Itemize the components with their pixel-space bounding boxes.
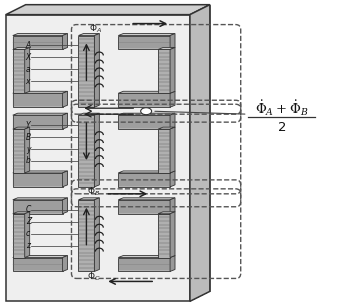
Polygon shape	[25, 127, 30, 173]
Polygon shape	[118, 255, 175, 258]
Ellipse shape	[141, 108, 152, 115]
Polygon shape	[78, 200, 94, 271]
Text: y: y	[26, 145, 30, 154]
Polygon shape	[13, 36, 62, 49]
Polygon shape	[118, 33, 175, 36]
Polygon shape	[158, 212, 175, 214]
Polygon shape	[78, 36, 94, 107]
Polygon shape	[118, 171, 175, 173]
Text: $\Phi_C$: $\Phi_C$	[87, 270, 101, 283]
Polygon shape	[13, 129, 25, 173]
Polygon shape	[18, 9, 202, 295]
Text: x: x	[26, 77, 30, 86]
Polygon shape	[158, 49, 170, 93]
Polygon shape	[158, 214, 170, 258]
Text: z: z	[26, 241, 30, 250]
Polygon shape	[13, 171, 67, 173]
Polygon shape	[118, 91, 175, 93]
Polygon shape	[13, 200, 62, 214]
Polygon shape	[170, 33, 175, 49]
Polygon shape	[158, 127, 175, 129]
Polygon shape	[118, 113, 175, 115]
Polygon shape	[170, 255, 175, 271]
Polygon shape	[170, 212, 175, 258]
Polygon shape	[62, 91, 67, 107]
Polygon shape	[94, 113, 99, 187]
Polygon shape	[13, 48, 30, 49]
Polygon shape	[78, 115, 94, 187]
Polygon shape	[94, 198, 99, 271]
Polygon shape	[170, 127, 175, 173]
Polygon shape	[6, 5, 210, 15]
Polygon shape	[170, 198, 175, 214]
Polygon shape	[78, 113, 99, 115]
Text: A: A	[26, 41, 31, 50]
Polygon shape	[158, 129, 170, 173]
Polygon shape	[13, 91, 67, 93]
Polygon shape	[13, 127, 30, 129]
Polygon shape	[170, 113, 175, 129]
Polygon shape	[13, 33, 67, 36]
Polygon shape	[13, 258, 62, 271]
Polygon shape	[13, 93, 62, 107]
Polygon shape	[170, 171, 175, 187]
Polygon shape	[118, 200, 170, 214]
Text: X: X	[26, 53, 31, 62]
Polygon shape	[170, 91, 175, 107]
Polygon shape	[118, 115, 170, 129]
Text: $\Phi_B$: $\Phi_B$	[87, 186, 100, 198]
Text: Y: Y	[26, 121, 30, 130]
Polygon shape	[6, 15, 190, 301]
Polygon shape	[78, 198, 99, 200]
Polygon shape	[62, 255, 67, 271]
Polygon shape	[13, 173, 62, 187]
Polygon shape	[62, 198, 67, 214]
Polygon shape	[13, 113, 67, 115]
Polygon shape	[118, 36, 170, 49]
Polygon shape	[25, 48, 30, 93]
Text: b: b	[26, 157, 31, 165]
Polygon shape	[13, 49, 25, 93]
Text: a: a	[26, 65, 30, 74]
Polygon shape	[118, 173, 170, 187]
Text: $2$: $2$	[277, 121, 286, 134]
Text: $\dot{\Phi}_A + \dot{\Phi}_B$: $\dot{\Phi}_A + \dot{\Phi}_B$	[255, 99, 308, 118]
Polygon shape	[13, 255, 67, 258]
Text: c: c	[26, 229, 30, 238]
Text: C: C	[26, 205, 31, 214]
Polygon shape	[62, 171, 67, 187]
Polygon shape	[118, 93, 170, 107]
Polygon shape	[26, 5, 210, 291]
Polygon shape	[25, 212, 30, 258]
Polygon shape	[190, 5, 210, 301]
Polygon shape	[13, 115, 62, 129]
Text: Z: Z	[26, 217, 31, 226]
Polygon shape	[14, 11, 198, 297]
Polygon shape	[94, 33, 99, 107]
Polygon shape	[13, 198, 67, 200]
Polygon shape	[13, 212, 30, 214]
Polygon shape	[22, 7, 206, 293]
Text: B: B	[26, 133, 31, 142]
Polygon shape	[10, 13, 194, 299]
Polygon shape	[158, 48, 175, 49]
Polygon shape	[170, 48, 175, 93]
Polygon shape	[118, 258, 170, 271]
Text: $\Phi_A$: $\Phi_A$	[89, 22, 103, 35]
Polygon shape	[62, 33, 67, 49]
Polygon shape	[62, 113, 67, 129]
Polygon shape	[13, 214, 25, 258]
Polygon shape	[78, 33, 99, 36]
Polygon shape	[118, 198, 175, 200]
